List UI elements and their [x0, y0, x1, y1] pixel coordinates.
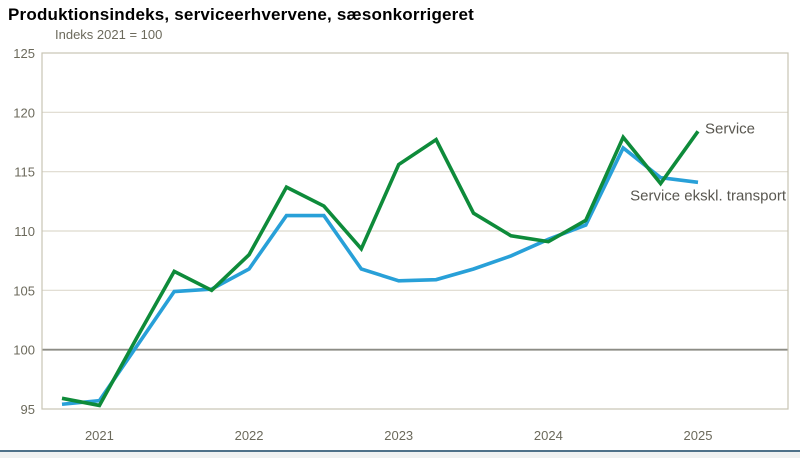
x-tick-label: 2021 — [85, 428, 114, 443]
y-tick-label: 105 — [13, 283, 35, 298]
series-label: Service — [705, 120, 755, 137]
x-tick-label: 2023 — [384, 428, 413, 443]
y-tick-label: 100 — [13, 343, 35, 358]
y-tick-label: 95 — [21, 402, 35, 417]
plot-border — [41, 52, 789, 410]
x-tick-label: 2024 — [534, 428, 563, 443]
y-tick-label: 110 — [14, 224, 35, 239]
x-tick-label: 2022 — [235, 428, 264, 443]
chart-subtitle: Indeks 2021 = 100 — [55, 27, 163, 42]
series-label: Service ekskl. transport — [630, 187, 787, 204]
y-tick-label: 120 — [13, 105, 35, 120]
page-title: Produktionsindeks, serviceerhvervene, sæ… — [8, 5, 475, 24]
y-tick-label: 125 — [13, 46, 35, 61]
series-line-service-ekskl-transport — [61, 145, 699, 407]
series-line-service — [61, 130, 700, 408]
y-tick-label: 115 — [14, 165, 35, 180]
x-tick-label: 2025 — [684, 428, 713, 443]
footer-divider — [0, 450, 800, 458]
